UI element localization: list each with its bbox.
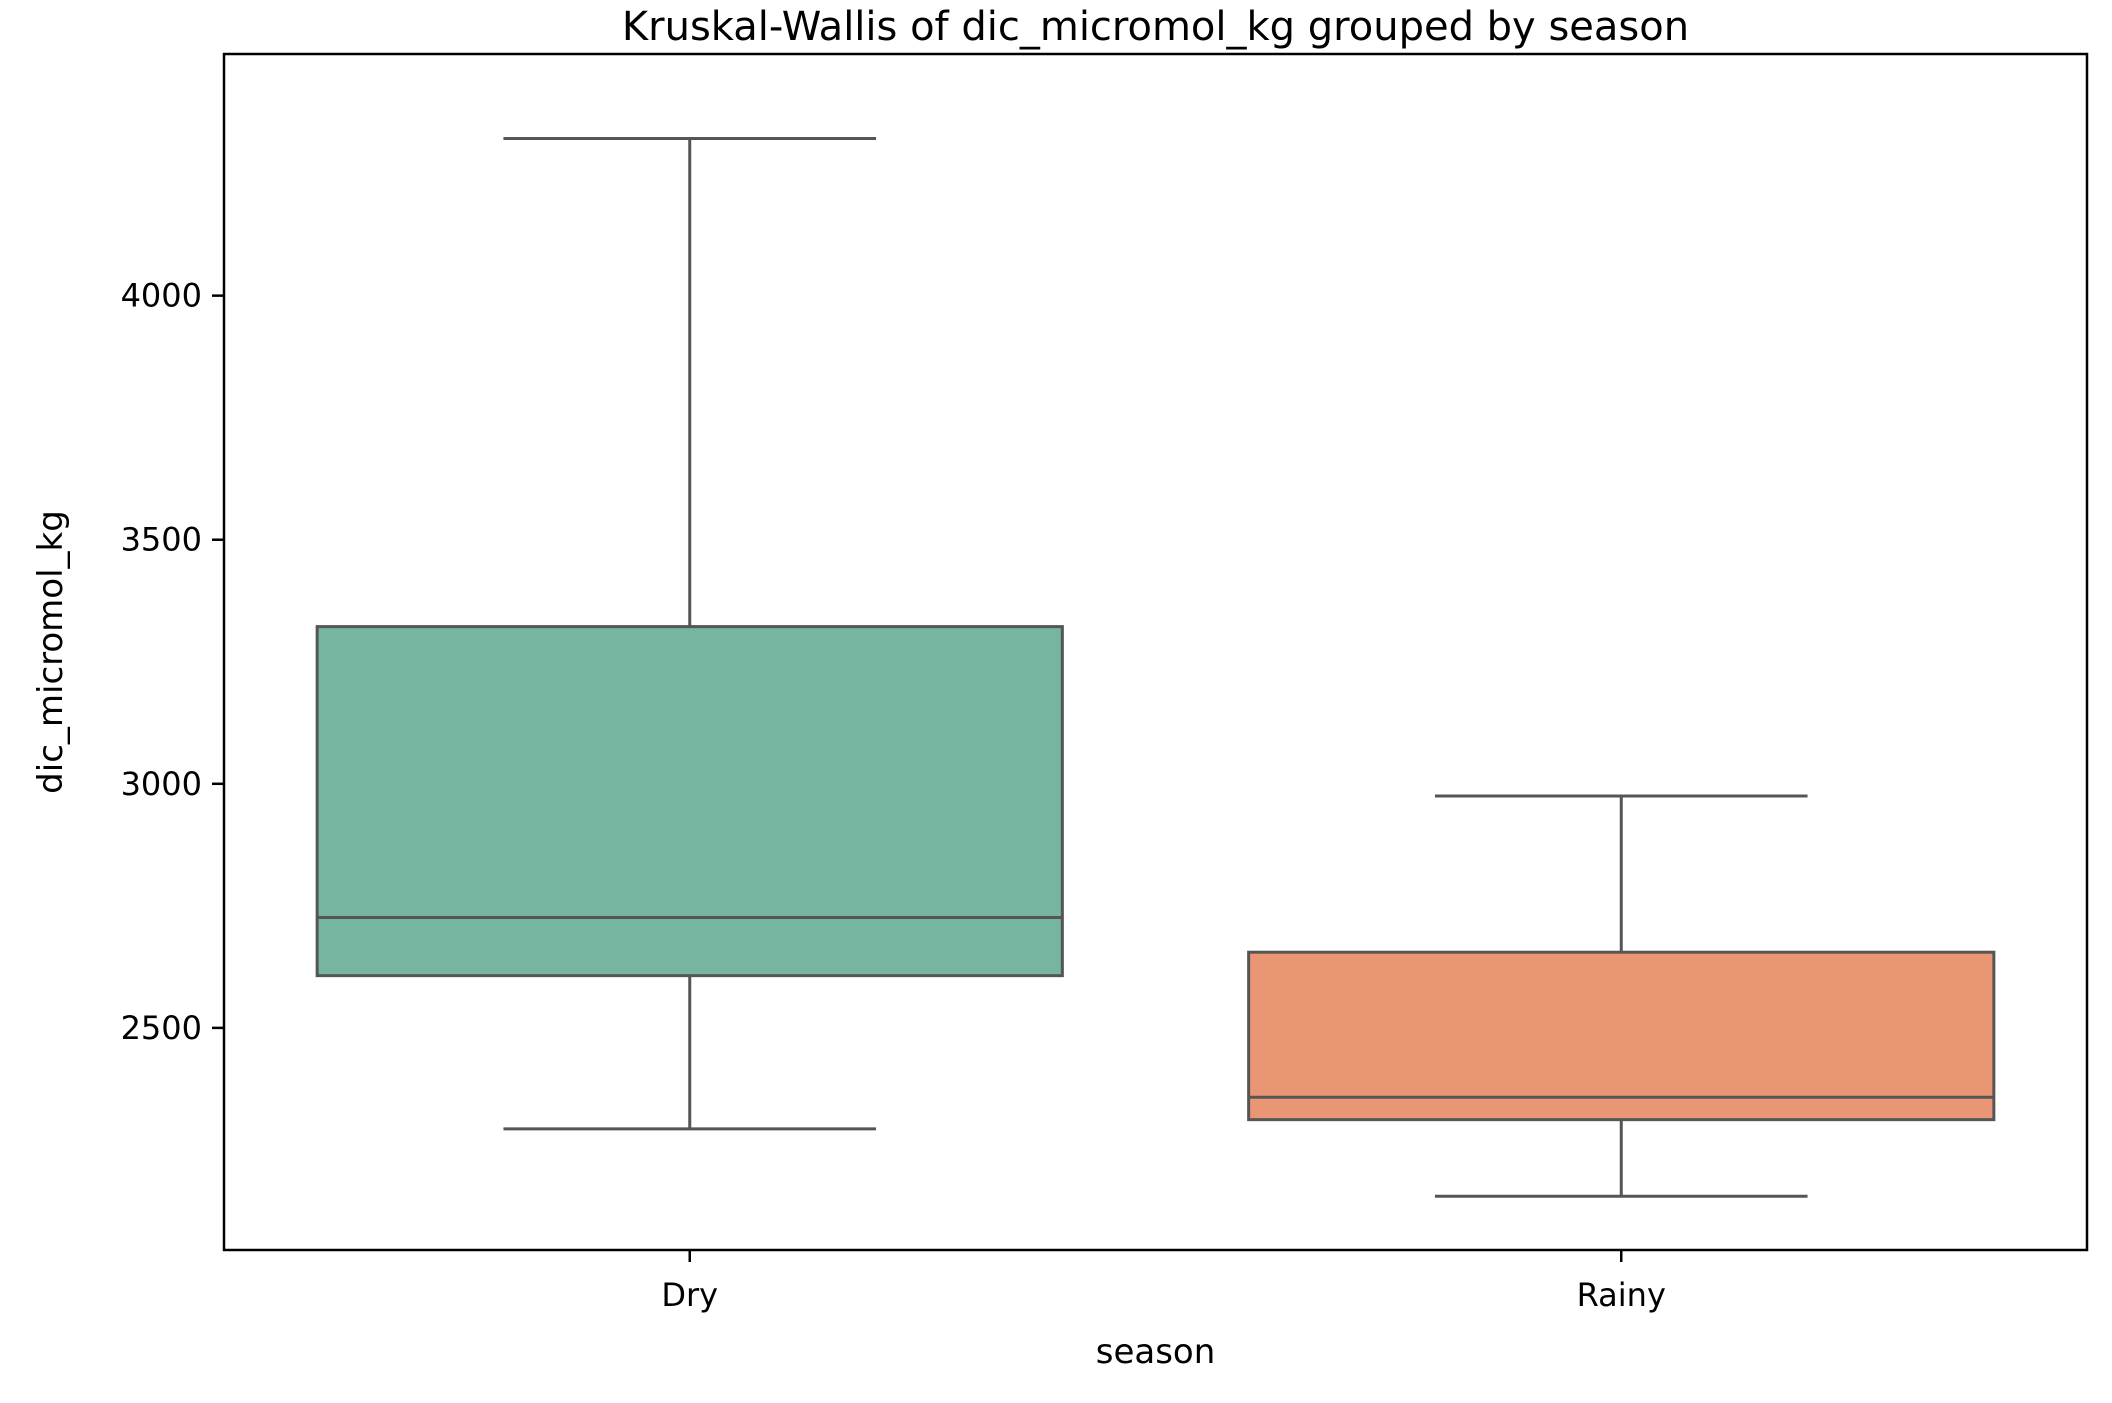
y-axis: 2500 3000 3500 4000: [121, 277, 224, 1047]
y-axis-label: dic_micromol_kg: [31, 510, 71, 794]
iqr-box-dry: [315, 625, 1064, 978]
iqr-box-rainy: [1247, 950, 1996, 1122]
box-rainy: [1247, 794, 1996, 1198]
x-axis-label: season: [1096, 1332, 1216, 1372]
plot-frame: [222, 52, 2089, 1252]
x-tick-label-rainy: Rainy: [1577, 1276, 1666, 1314]
x-tick-label-dry: Dry: [661, 1276, 718, 1314]
box-dry: [315, 136, 1064, 1131]
chart-title: Kruskal-Wallis of dic_micromol_kg groupe…: [622, 4, 1689, 50]
y-tick-label-2500: 2500: [121, 1009, 202, 1047]
y-tick-label-4000: 4000: [121, 277, 202, 315]
x-axis: Dry Rainy: [661, 1250, 1666, 1314]
plot-area: [315, 136, 1996, 1198]
y-tick-label-3000: 3000: [121, 765, 202, 803]
y-tick-label-3500: 3500: [121, 521, 202, 559]
